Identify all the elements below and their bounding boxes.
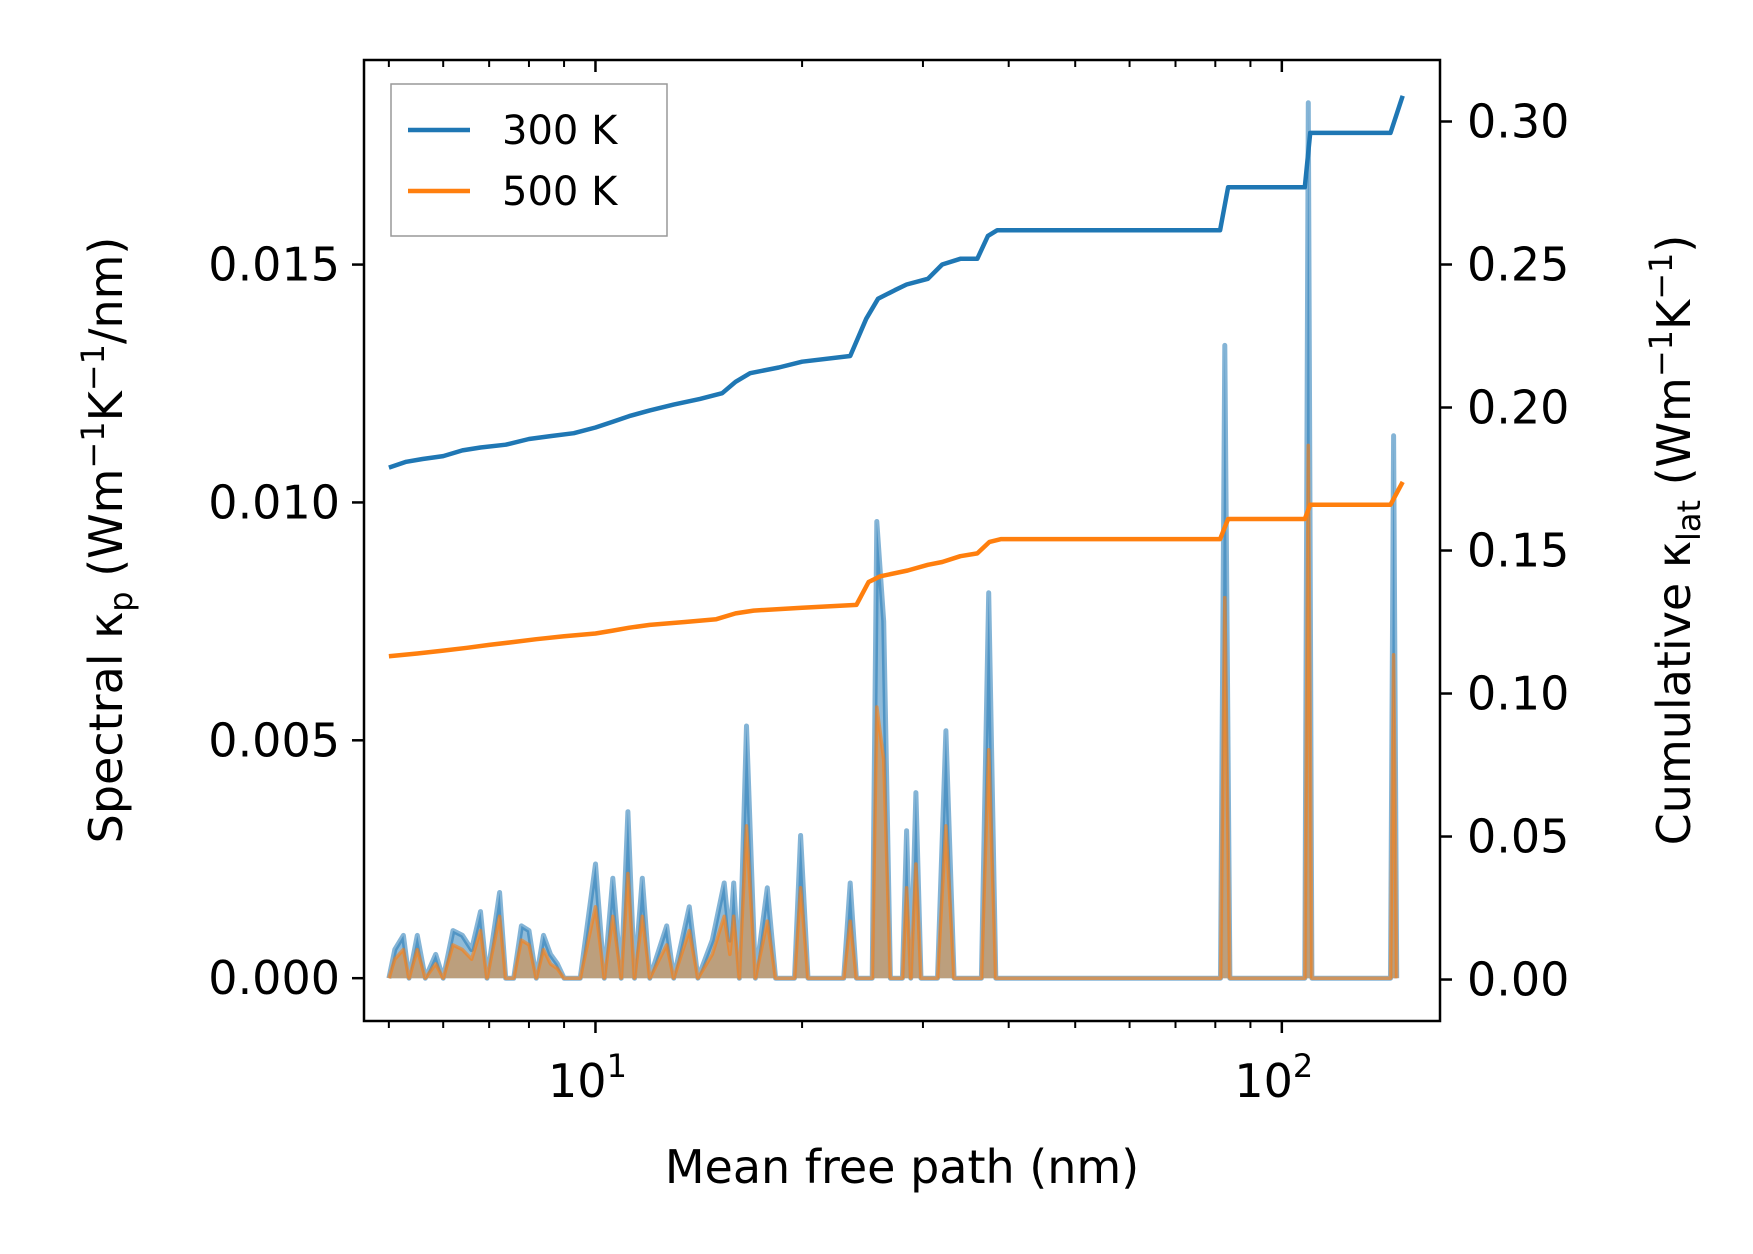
legend-box (390, 83, 668, 237)
spectral-line-500-k-spectral (387, 443, 1399, 980)
y-left-tick-label-2: 0.010 (208, 475, 340, 529)
spectral-series-layer (386, 100, 1400, 981)
y-right-tick-label-2: 0.10 (1467, 667, 1569, 721)
y-right-tick-label-1: 0.05 (1467, 810, 1569, 864)
y-right-tick-label-0: 0.00 (1467, 953, 1569, 1007)
y-left-tick-label-0: 0.000 (208, 951, 340, 1005)
y-right-tick-label-3: 0.15 (1467, 524, 1569, 578)
y-left-tick-label-1: 0.005 (208, 713, 340, 767)
axes-layer: 0.000 0.005 0.010 0.015 0.00 0.05 0.10 0.15 0.20… (208, 60, 1569, 1108)
plot-frame (362, 58, 1442, 1023)
cumulative-line-500-k (388, 480, 1405, 659)
x-tick-label-1: 102 (1234, 1047, 1313, 1108)
legend-label-300k: 300 K (502, 108, 619, 154)
y-right-tick-label-4: 0.20 (1467, 381, 1569, 435)
x-axis-title: Mean free path (nm) (665, 1140, 1139, 1194)
y-right-tick-label-5: 0.25 (1467, 237, 1569, 291)
legend: 300 K 500 K (390, 83, 668, 237)
spectral-area-500-k-spectral (388, 445, 1397, 979)
y-right-tick-label-6: 0.30 (1467, 94, 1569, 148)
x-tick-label-0: 101 (548, 1047, 627, 1108)
cumulative-line-300-k (388, 95, 1405, 470)
y-axis-right-title: Cumulative κlat (Wm−1K−1) (1642, 235, 1708, 846)
y-left-tick-label-3: 0.015 (208, 238, 340, 292)
y-axis-left-title: Spectral κp (Wm−1K−1/nm) (74, 237, 140, 844)
legend-label-500k: 500 K (502, 169, 619, 215)
cumulative-series-layer (388, 95, 1405, 659)
